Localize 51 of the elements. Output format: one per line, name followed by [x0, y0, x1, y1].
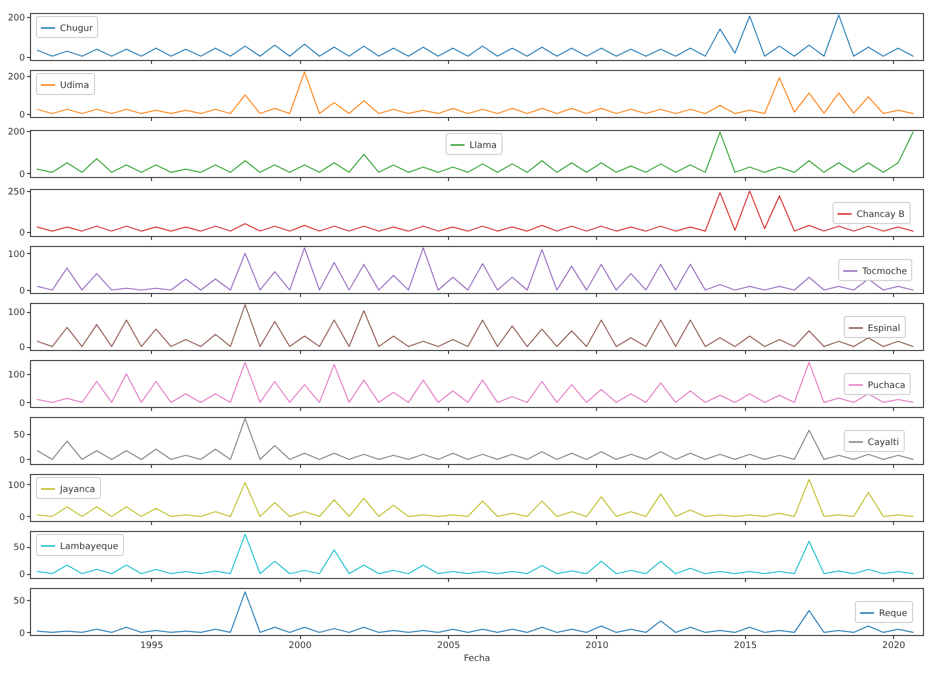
line-series	[36, 304, 914, 348]
legend-label: Chancay B	[856, 210, 905, 220]
y-tick-label: 50	[14, 596, 26, 607]
y-tick-label: 0	[19, 628, 26, 639]
y-tick-label: 0	[19, 170, 26, 180]
line-series	[36, 534, 914, 574]
y-tick-label: 200	[8, 72, 26, 82]
y-tick-label: 100	[8, 250, 26, 260]
y-tick-label: 0	[19, 343, 26, 354]
x-tick-label: 2015	[734, 641, 757, 651]
y-tick-label: 0	[19, 54, 26, 64]
line-series	[36, 591, 914, 633]
y-tick-label: 50	[14, 543, 26, 554]
legend-label: Lambayeque	[60, 542, 119, 552]
legend-label: Jayanca	[59, 485, 96, 495]
legend-label: Tocmoche	[861, 267, 908, 277]
y-tick-label: 250	[8, 187, 26, 198]
legend-label: Cayalti	[868, 438, 899, 448]
y-tick-label: 100	[8, 480, 26, 491]
x-tick-label: 2020	[882, 641, 906, 651]
y-tick-label: 100	[8, 370, 26, 380]
line-series	[36, 478, 914, 517]
legend-label: Reque	[879, 609, 908, 619]
x-tick-label: 1995	[140, 641, 164, 651]
legend-label: Chugur	[60, 24, 94, 34]
y-tick-label: 0	[19, 398, 26, 409]
y-tick-label: 0	[19, 286, 26, 297]
y-tick-label: 0	[19, 456, 26, 466]
y-tick-label: 0	[19, 512, 26, 523]
line-series	[36, 247, 914, 291]
y-tick-label: 100	[8, 308, 26, 318]
y-tick-label: 50	[14, 430, 26, 440]
line-series	[36, 418, 914, 460]
legend-label: Puchaca	[868, 381, 906, 391]
line-series	[36, 71, 914, 114]
x-axis-title: Fecha	[464, 654, 490, 664]
y-tick-label: 200	[8, 128, 26, 138]
y-tick-label: 0	[19, 228, 26, 238]
y-tick-label: 0	[19, 570, 26, 580]
legend-label: Llama	[470, 141, 497, 151]
line-series	[36, 132, 914, 173]
line-series	[36, 190, 914, 232]
y-tick-label: 0	[19, 110, 26, 121]
line-series	[36, 362, 914, 403]
x-tick-label: 2010	[586, 641, 609, 651]
x-tick-label: 2005	[437, 641, 460, 651]
line-series	[36, 14, 914, 57]
x-tick-label: 2000	[288, 641, 312, 651]
legend-label: Espinal	[868, 324, 900, 334]
legend-label: Udima	[60, 81, 90, 91]
y-tick-label: 200	[8, 14, 26, 24]
